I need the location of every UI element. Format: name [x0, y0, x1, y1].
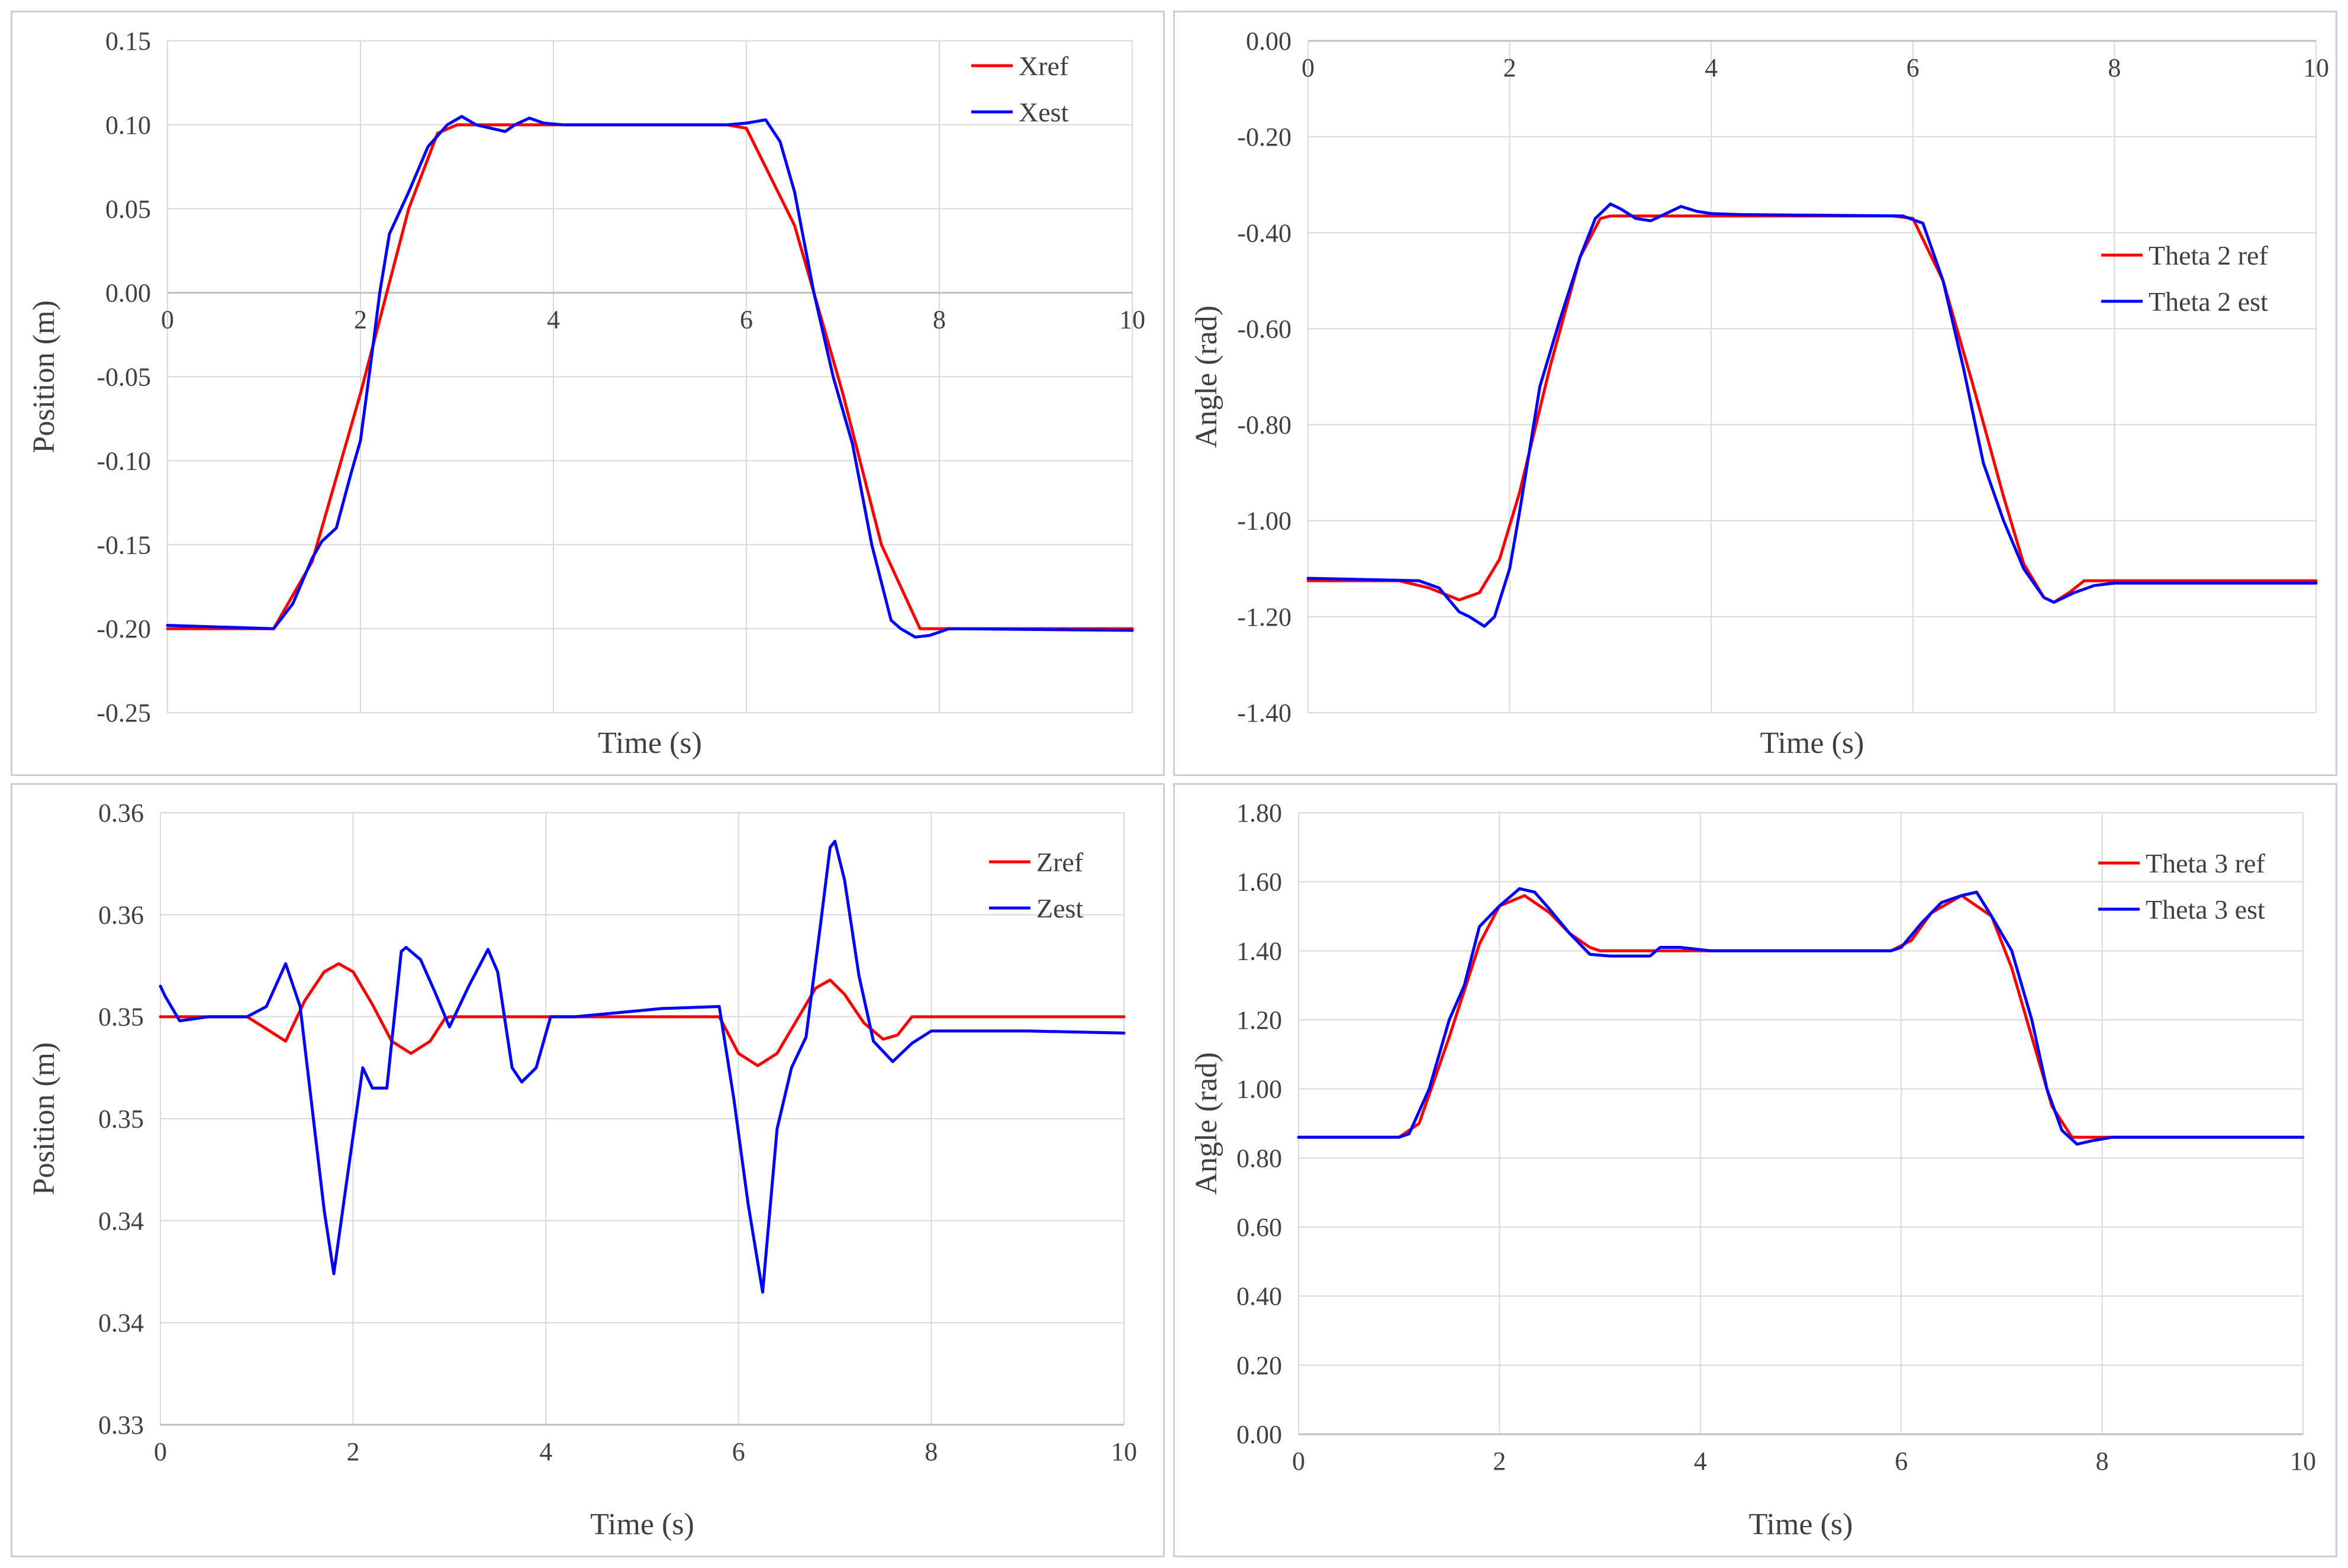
y-axis-title: Position (m) [27, 300, 61, 453]
y-tick-label: 0.10 [105, 111, 151, 140]
x-tick-label: 8 [933, 305, 946, 334]
x-tick-label: 10 [1119, 305, 1145, 334]
y-tick-label: -0.15 [96, 530, 151, 559]
y-tick-label: 0.80 [1236, 1144, 1282, 1173]
legend-label: Xref [1019, 51, 1069, 81]
x-tick-label: 0 [1302, 53, 1315, 82]
x-tick-label: 0 [154, 1437, 167, 1466]
y-tick-label: 0.33 [98, 1411, 144, 1440]
y-tick-label: 0.36 [98, 799, 144, 828]
series-ref-line [1297, 894, 2305, 1139]
y-tick-label: 1.60 [1236, 868, 1282, 897]
x-tick-label: 6 [740, 305, 753, 334]
y-tick-label: 0.35 [98, 1105, 144, 1134]
x-tick-label: 4 [1694, 1447, 1707, 1476]
x-tick-label: 10 [2303, 53, 2329, 82]
y-tick-label: 0.05 [105, 195, 151, 224]
chart-panel-theta2-angle: 0.00 -0.20 -0.40 -0.60 -0.80 -1.00 -1.20 -1.40 0… [1173, 11, 2337, 776]
y-axis-title: Angle (rad) [1190, 1052, 1223, 1194]
x-tick-label: 8 [2108, 53, 2121, 82]
legend-label: Zest [1036, 893, 1083, 923]
y-axis-title: Position (m) [27, 1042, 61, 1196]
y-tick-label: 0.36 [98, 900, 144, 929]
y-tick-label: 0.00 [1236, 1420, 1282, 1449]
y-tick-label: 0.20 [1236, 1351, 1282, 1380]
legend-label: Theta 2 est [2149, 286, 2268, 317]
x-tick-label: 8 [925, 1437, 938, 1466]
chart-2-svg: 0.00 -0.20 -0.40 -0.60 -0.80 -1.00 -1.20 -1.40 0… [1190, 27, 2329, 760]
x-tick-label: 6 [1895, 1447, 1908, 1476]
x-tick-label: 2 [1493, 1447, 1506, 1476]
y-tick-label: -0.05 [96, 363, 151, 392]
y-axis-title: Angle (rad) [1190, 305, 1223, 448]
series-est-line [1297, 887, 2305, 1146]
x-tick-label: 2 [347, 1437, 360, 1466]
y-tick-label: -1.20 [1237, 603, 1291, 632]
y-tick-label: 1.20 [1236, 1006, 1282, 1035]
x-axis-title: Time (s) [590, 1508, 694, 1541]
x-axis-title: Time (s) [1749, 1508, 1853, 1541]
y-tick-label: 0.34 [98, 1309, 144, 1338]
chart-panel-z-position: 0.36 0.36 0.35 0.35 0.34 0.34 0.33 0 2 4 6 8 10 Zref Z… [11, 783, 1165, 1557]
x-tick-label: 2 [354, 305, 367, 334]
y-tick-label: -0.20 [96, 614, 151, 643]
series-ref-line [159, 962, 1126, 1067]
y-tick-label: 0.00 [1246, 27, 1291, 56]
y-tick-label: 0.00 [105, 279, 151, 308]
legend-label: Theta 3 est [2146, 894, 2265, 925]
x-axis-title: Time (s) [598, 726, 702, 760]
x-tick-label: 6 [1906, 53, 1919, 82]
legend-label: Theta 2 ref [2149, 240, 2268, 271]
y-tick-label: 1.00 [1236, 1075, 1282, 1104]
series-est-line [1306, 202, 2318, 628]
x-tick-label: 10 [2290, 1447, 2316, 1476]
x-tick-label: 0 [161, 305, 174, 334]
chart-1-svg: 0.15 0.10 0.05 0.00 -0.05 -0.10 -0.15 -0.20 -0.2… [27, 27, 1145, 760]
x-tick-label: 6 [732, 1437, 745, 1466]
x-axis-title: Time (s) [1760, 726, 1864, 760]
x-tick-label: 10 [1111, 1437, 1137, 1466]
series-est-line [166, 115, 1134, 639]
x-tick-label: 4 [1705, 53, 1718, 82]
y-tick-label: -0.20 [1237, 123, 1291, 152]
y-tick-label: -0.60 [1237, 314, 1291, 343]
chart-3-svg: 0.36 0.36 0.35 0.35 0.34 0.34 0.33 0 2 4 6 8 10 Zref Z… [27, 799, 1137, 1541]
y-tick-label: 0.34 [98, 1206, 144, 1235]
x-tick-label: 8 [2096, 1447, 2109, 1476]
series-est-line [159, 839, 1126, 1294]
y-tick-label: -0.40 [1237, 218, 1291, 247]
y-tick-label: -1.00 [1237, 507, 1291, 536]
legend-label: Theta 3 ref [2146, 848, 2265, 878]
x-tick-label: 4 [547, 305, 560, 334]
y-tick-label: 0.60 [1236, 1213, 1282, 1242]
x-tick-label: 0 [1292, 1447, 1305, 1476]
y-tick-label: 1.80 [1236, 799, 1282, 828]
legend-label: Xest [1019, 97, 1069, 127]
legend-label: Zref [1036, 847, 1084, 877]
chart-panel-theta3-angle: 1.80 1.60 1.40 1.20 1.00 0.80 0.60 0.40 0.20 0.00… [1173, 783, 2337, 1557]
y-tick-label: 0.40 [1236, 1282, 1282, 1311]
chart-4-svg: 1.80 1.60 1.40 1.20 1.00 0.80 0.60 0.40 0.20 0.00… [1190, 799, 2316, 1541]
x-tick-label: 2 [1503, 53, 1516, 82]
y-tick-label: 0.35 [98, 1003, 144, 1032]
y-tick-label: -0.80 [1237, 411, 1291, 440]
series-ref-line [1306, 214, 2318, 604]
y-tick-label: 1.40 [1236, 936, 1282, 965]
y-tick-label: -1.40 [1237, 698, 1291, 727]
y-tick-label: 0.15 [105, 27, 151, 56]
x-tick-label: 4 [539, 1437, 552, 1466]
chart-panel-x-position: 0.15 0.10 0.05 0.00 -0.05 -0.10 -0.15 -0.20 -0.2… [11, 11, 1165, 776]
y-tick-label: -0.25 [96, 698, 151, 727]
y-tick-label: -0.10 [96, 446, 151, 475]
